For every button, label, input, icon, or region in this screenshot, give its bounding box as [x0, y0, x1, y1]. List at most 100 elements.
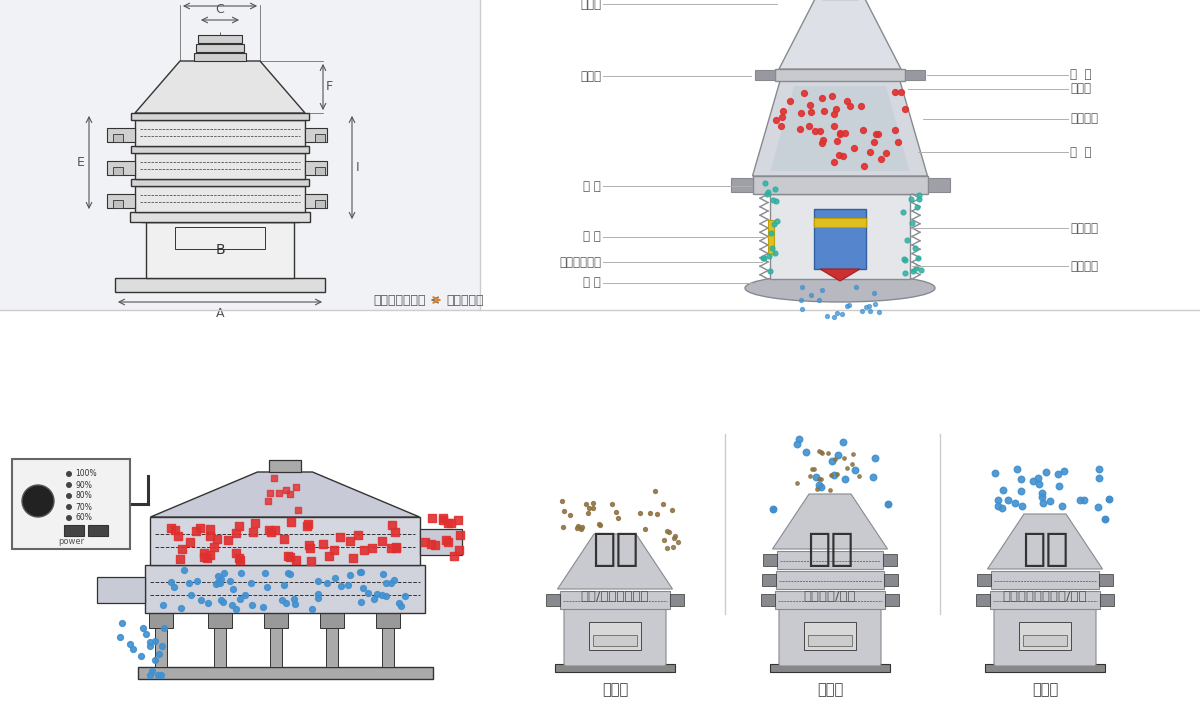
Point: [214, 568, 233, 579]
Point: [577, 499, 596, 511]
Point: [854, 160, 874, 171]
Point: [876, 148, 895, 159]
Point: [170, 553, 190, 565]
Text: 颗粒/粉末准确分级: 颗粒/粉末准确分级: [581, 590, 649, 603]
Polygon shape: [773, 494, 888, 549]
Bar: [546, 594, 560, 606]
Bar: [138, 667, 432, 679]
Text: 振动电机: 振动电机: [1070, 221, 1098, 234]
Bar: [194, 53, 246, 61]
Point: [787, 478, 806, 489]
Text: F: F: [326, 81, 334, 94]
Point: [760, 265, 779, 276]
Point: [658, 543, 677, 554]
Point: [860, 306, 880, 317]
Text: A: A: [216, 307, 224, 320]
Text: I: I: [356, 161, 360, 174]
Point: [314, 538, 334, 550]
Point: [299, 518, 318, 530]
Point: [1040, 496, 1060, 507]
Point: [352, 566, 371, 578]
Point: [241, 578, 260, 589]
Point: [302, 603, 322, 615]
Point: [824, 120, 844, 131]
Point: [806, 471, 826, 483]
Bar: [314, 134, 325, 142]
Point: [870, 306, 889, 318]
Point: [372, 590, 391, 601]
Point: [803, 463, 822, 475]
Point: [188, 575, 208, 586]
Circle shape: [66, 515, 72, 521]
Bar: [326, 615, 338, 667]
Text: 加重块: 加重块: [1070, 83, 1091, 96]
Text: 下部重锤: 下部重锤: [1070, 260, 1098, 273]
Point: [812, 137, 832, 149]
Bar: [270, 615, 282, 667]
Bar: [589, 622, 641, 650]
Bar: [977, 574, 991, 586]
Point: [1100, 493, 1120, 505]
Bar: [134, 120, 305, 146]
Point: [994, 485, 1013, 496]
Point: [1012, 500, 1031, 511]
Point: [242, 600, 262, 611]
Text: 去除异物/结块: 去除异物/结块: [804, 590, 857, 603]
Point: [276, 597, 295, 608]
Point: [373, 568, 392, 580]
Text: D: D: [215, 0, 224, 1]
Bar: [814, 209, 866, 269]
Point: [308, 588, 328, 600]
Point: [425, 540, 444, 551]
Point: [845, 465, 864, 476]
Point: [1075, 494, 1094, 506]
Point: [766, 196, 785, 207]
Bar: [593, 635, 637, 646]
Point: [120, 638, 139, 650]
Point: [754, 253, 773, 264]
Point: [989, 501, 1008, 512]
Bar: [113, 167, 124, 175]
Point: [1007, 464, 1026, 476]
Bar: [1022, 635, 1067, 646]
Point: [754, 253, 773, 264]
Point: [343, 553, 362, 564]
Point: [390, 597, 409, 608]
Point: [1088, 501, 1108, 513]
Point: [834, 436, 853, 448]
Point: [817, 310, 836, 321]
Point: [308, 593, 328, 604]
Point: [860, 146, 880, 158]
Point: [852, 306, 871, 317]
Point: [811, 447, 830, 458]
Bar: [1099, 574, 1114, 586]
Point: [590, 519, 610, 531]
Point: [755, 178, 774, 189]
Bar: [778, 551, 883, 569]
Bar: [1019, 622, 1072, 650]
Bar: [131, 179, 310, 186]
Point: [808, 483, 827, 495]
Text: 机 座: 机 座: [583, 276, 601, 289]
Point: [820, 484, 839, 496]
Bar: [131, 146, 310, 153]
Point: [382, 578, 401, 589]
Point: [1070, 494, 1090, 506]
Text: 60%: 60%: [74, 513, 92, 523]
Bar: [208, 613, 232, 628]
Circle shape: [66, 471, 72, 477]
Polygon shape: [779, 0, 901, 69]
Bar: [804, 622, 856, 650]
Point: [865, 298, 884, 309]
Point: [910, 190, 929, 201]
Text: 外形尺寸示意图: 外形尺寸示意图: [373, 293, 426, 306]
Bar: [0, 0, 480, 310]
Point: [143, 665, 162, 677]
Point: [552, 496, 571, 507]
Point: [659, 526, 678, 538]
Point: [354, 544, 373, 555]
Point: [641, 508, 660, 519]
Point: [299, 540, 318, 551]
Point: [602, 498, 622, 510]
Point: [894, 253, 913, 264]
